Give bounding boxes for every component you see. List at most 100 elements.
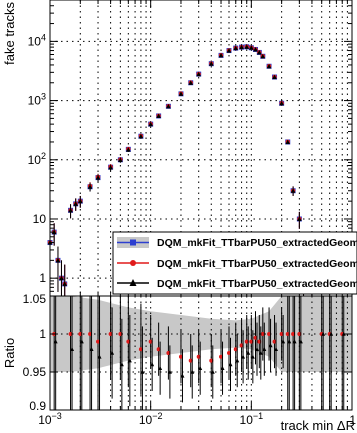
ratio-y-tick-label: 0.95 bbox=[23, 365, 47, 379]
ratio-point-black bbox=[180, 373, 185, 378]
top-point-triangle bbox=[290, 188, 296, 193]
legend-label-1: DQM_mkFit_TTbarPU50_extractedGeoms_ bbox=[157, 237, 357, 249]
ratio-point-black bbox=[79, 339, 84, 344]
top-point-triangle bbox=[208, 61, 214, 66]
ratio-point-black bbox=[110, 350, 115, 355]
legend-box bbox=[112, 231, 357, 295]
ratio-point-black bbox=[167, 369, 172, 374]
legend-marker-triangle bbox=[129, 279, 137, 286]
top-point-triangle bbox=[218, 52, 224, 58]
top-point-triangle bbox=[239, 44, 244, 50]
ratio-point-black bbox=[70, 347, 75, 351]
top-y-tick-label: 10 bbox=[33, 212, 47, 226]
top-point-triangle bbox=[62, 281, 68, 286]
ratio-point-black bbox=[53, 339, 58, 344]
ratio-point-black bbox=[228, 362, 233, 367]
ratio-band-left bbox=[50, 296, 71, 372]
top-point-triangle bbox=[73, 201, 78, 206]
top-y-axis: 1 10 102 103 104 bbox=[28, 0, 353, 297]
ratio-point-black bbox=[246, 350, 251, 355]
ratio-point-black bbox=[298, 339, 303, 344]
x-tick-label: 1 bbox=[349, 413, 356, 427]
legend-entry-2: DQM_mkFit_TTbarPU50_extractedGeoms_ bbox=[117, 258, 357, 270]
ratio-point-black bbox=[198, 366, 203, 370]
top-point-triangle bbox=[297, 216, 302, 221]
ratio-band-middle bbox=[70, 296, 282, 372]
ratio-plot-marks bbox=[52, 296, 346, 410]
top-point-triangle bbox=[196, 71, 201, 77]
ratio-point-black bbox=[321, 331, 326, 336]
ratio-point-black bbox=[97, 354, 102, 359]
ratio-y-tick-label: 1.05 bbox=[23, 292, 47, 306]
ratio-point-black bbox=[287, 339, 292, 344]
ratio-grid bbox=[49, 296, 353, 410]
ratio-point-black bbox=[262, 347, 267, 351]
ratio-point-black bbox=[241, 354, 246, 359]
top-point-triangle bbox=[87, 184, 93, 189]
top-point-triangle bbox=[68, 207, 73, 213]
ratio-point-black bbox=[274, 347, 279, 351]
x-axis-label: track min ΔR bbox=[281, 418, 355, 433]
legend-marker-circle bbox=[130, 260, 136, 266]
ratio-y-tick-label: 0.9 bbox=[29, 399, 46, 413]
ratio-point-black bbox=[341, 331, 346, 336]
top-point-triangle bbox=[226, 48, 232, 53]
x-tick-label: 10−2 bbox=[139, 411, 163, 427]
top-point-triangle bbox=[178, 91, 184, 96]
ratio-point-black bbox=[119, 362, 124, 367]
top-point-triangle bbox=[260, 53, 266, 59]
ratio-y-tick-label: 1 bbox=[39, 327, 46, 341]
ratio-point-black bbox=[89, 347, 94, 351]
legend: DQM_mkFit_TTbarPU50_extractedGeoms_ DQM_… bbox=[112, 231, 357, 295]
top-point-triangle bbox=[108, 165, 113, 170]
top-y-tick-label: 102 bbox=[28, 151, 46, 167]
legend-label-2: DQM_mkFit_TTbarPU50_extractedGeoms_ bbox=[157, 258, 357, 270]
ratio-point-black bbox=[150, 362, 155, 367]
ratio-point-black bbox=[140, 369, 145, 374]
legend-marker-square bbox=[130, 239, 136, 246]
top-point-triangle bbox=[148, 121, 153, 127]
top-point-triangle bbox=[253, 47, 258, 52]
top-point-triangle bbox=[266, 63, 272, 69]
top-point-triangle bbox=[285, 139, 291, 145]
ratio-point-black bbox=[250, 354, 255, 359]
ratio-point-black bbox=[258, 350, 263, 355]
top-point-triangle bbox=[249, 45, 254, 50]
top-point-triangle bbox=[233, 45, 239, 51]
top-y-tick-label: 1 bbox=[39, 271, 46, 285]
ratio-axes: 0.9 0.95 1 1.05 10−3 10−2 10−1 1 bbox=[23, 292, 357, 427]
ratio-point-black bbox=[210, 369, 215, 374]
top-y-tick-label: 103 bbox=[28, 92, 46, 108]
top-y-tick-label: 104 bbox=[28, 32, 46, 48]
top-point-triangle bbox=[55, 257, 61, 263]
legend-label-3: DQM_mkFit_TTbarPU50_extractedGeoms_ bbox=[157, 278, 357, 290]
top-point-triangle bbox=[118, 157, 123, 163]
ratio-point-black bbox=[235, 358, 240, 363]
x-tick-label: 10−1 bbox=[240, 411, 264, 427]
ratio-point-black bbox=[329, 331, 334, 336]
legend-entry-3: DQM_mkFit_TTbarPU50_extractedGeoms_ bbox=[117, 278, 357, 290]
top-point-triangle bbox=[166, 103, 171, 109]
ratio-y-axis-label: Ratio bbox=[2, 338, 17, 368]
top-y-axis-label: fake tracks bbox=[2, 2, 17, 65]
ratio-point-black bbox=[255, 347, 260, 351]
top-point-triangle bbox=[78, 198, 83, 204]
ratio-point-black bbox=[281, 339, 286, 344]
ratio-point-black bbox=[292, 339, 297, 344]
top-point-triangle bbox=[257, 49, 262, 55]
top-point-triangle bbox=[95, 175, 101, 180]
top-point-triangle bbox=[126, 147, 131, 152]
top-point-triangle bbox=[156, 113, 161, 119]
ratio-point-black bbox=[268, 343, 273, 348]
top-point-triangle bbox=[272, 74, 277, 80]
ratio-point-black bbox=[190, 369, 195, 374]
top-point-triangle bbox=[51, 229, 57, 235]
ratio-point-black bbox=[158, 366, 163, 370]
top-point-triangle bbox=[188, 80, 194, 85]
ratio-plot-frame bbox=[49, 295, 353, 411]
top-point-triangle bbox=[244, 44, 250, 49]
top-point-triangle bbox=[138, 133, 144, 139]
top-grid bbox=[49, 0, 353, 296]
top-point-triangle bbox=[59, 275, 64, 281]
